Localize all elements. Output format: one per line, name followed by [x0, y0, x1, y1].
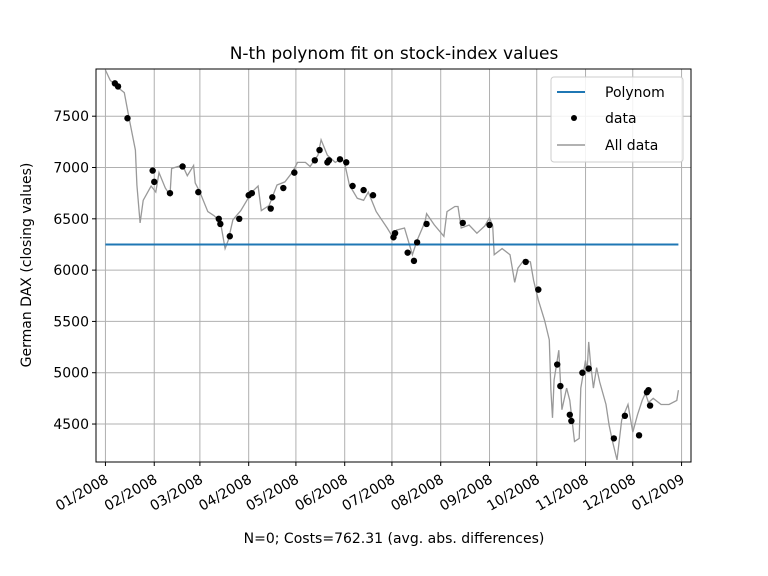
y-tick-label: 5000 [53, 366, 89, 382]
data-point [645, 386, 652, 394]
legend-data-swatch [571, 115, 577, 121]
data-point [369, 192, 377, 199]
y-tick-label: 5500 [53, 314, 89, 330]
legend-data-label: data [605, 111, 637, 127]
data-point [325, 157, 333, 164]
data-point [423, 220, 430, 228]
data-point [349, 182, 356, 190]
data-point [579, 369, 586, 376]
x-axis-label: N=0; Costs=762.31 (avg. abs. differences… [244, 531, 545, 547]
data-point [311, 157, 318, 164]
axes-frame [95, 68, 692, 463]
legend-all-data-label: All data [605, 138, 658, 154]
legend: Polynom data All data [550, 76, 684, 163]
y-tick-label: 4500 [53, 417, 89, 433]
data-point [585, 365, 592, 372]
data-point [557, 382, 564, 390]
data-point [267, 205, 274, 212]
data-point [336, 156, 344, 163]
data-point [226, 233, 233, 240]
data-point [215, 215, 222, 223]
data-point [248, 189, 256, 197]
data-point [404, 249, 411, 256]
y-tick-label: 7000 [53, 161, 89, 177]
data-point [410, 257, 418, 265]
data-point [486, 221, 493, 229]
data-point [391, 229, 399, 237]
data-point [195, 188, 202, 196]
data-point [554, 361, 561, 368]
data-point [343, 159, 350, 166]
legend-polynom-label: Polynom [605, 85, 665, 101]
data-point [413, 239, 421, 246]
y-axis-label: German DAX (closing values) [19, 163, 35, 368]
data-point [316, 146, 323, 154]
data-point [217, 220, 224, 228]
data-point [236, 215, 243, 223]
plot-area [104, 69, 680, 461]
data-point [360, 186, 367, 194]
data-point [269, 194, 276, 201]
data-point [635, 432, 643, 439]
data-point [179, 163, 186, 170]
data-point [291, 169, 298, 176]
data-point [566, 411, 573, 418]
data-point [535, 286, 542, 293]
data-point [151, 178, 158, 186]
data-point [280, 184, 287, 192]
data-point [114, 83, 122, 90]
data-point [149, 167, 156, 174]
data-point [568, 417, 575, 425]
y-axis: 4500 5000 5500 6000 6500 7000 7500 [53, 109, 96, 433]
series-group [104, 69, 680, 461]
data-point [621, 412, 629, 420]
data-point [610, 435, 618, 442]
data-point [166, 189, 174, 197]
series-line-all-data [104, 69, 680, 461]
y-tick-label: 7500 [53, 109, 89, 125]
data-point [646, 402, 654, 409]
chart-title: N-th polynom fit on stock-index values [230, 44, 559, 64]
data-point [459, 219, 466, 227]
data-point [124, 115, 131, 122]
y-tick-label: 6000 [53, 263, 89, 279]
data-point [522, 258, 529, 266]
y-tick-label: 6500 [53, 212, 89, 228]
